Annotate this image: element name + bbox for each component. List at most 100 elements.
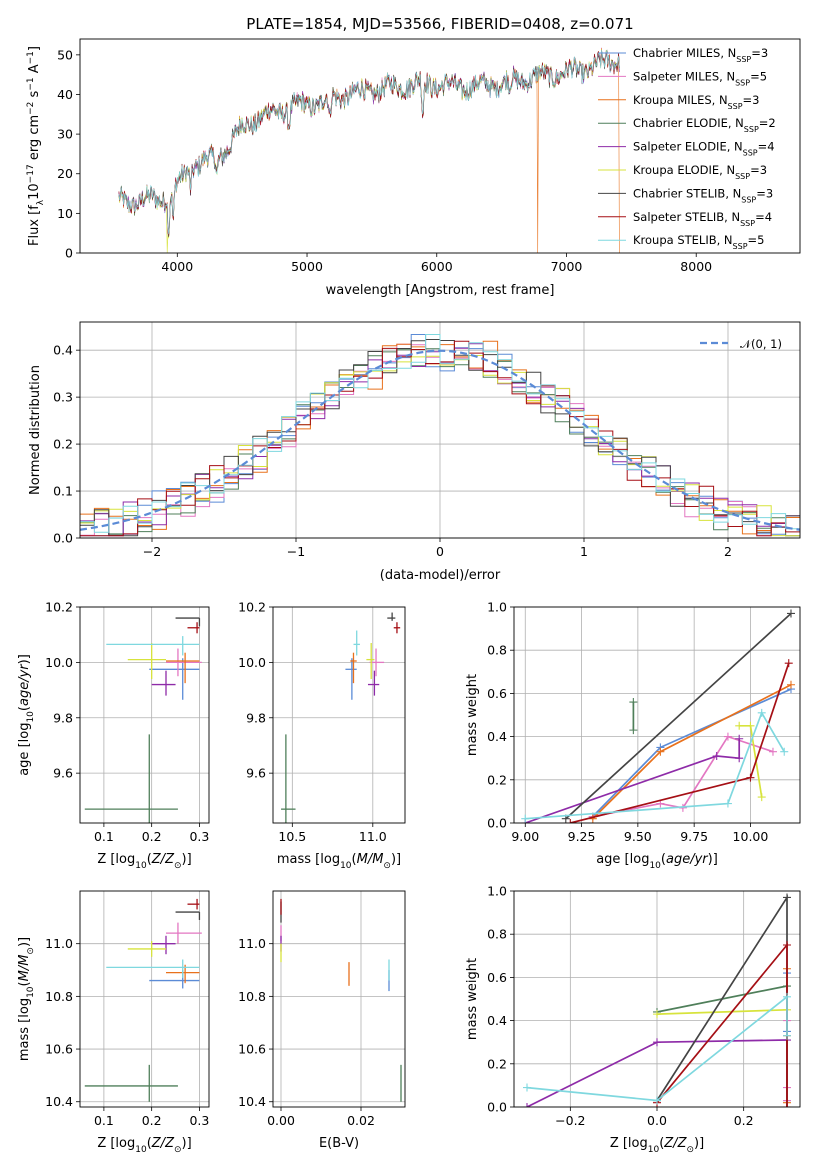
- axes-frame: [79, 890, 210, 1108]
- y-tick-label: 9.8: [53, 710, 73, 725]
- x-tick-label: 0: [436, 544, 444, 559]
- y-tick-label: 0.6: [487, 686, 507, 701]
- weight-marker-kroupa_stelib: [757, 708, 766, 717]
- x-tick-label: 0.2: [142, 1113, 162, 1128]
- x-tick-label: 0.00: [267, 1113, 295, 1128]
- spectrum-line-salpeter_elodie: [118, 50, 620, 237]
- y-tick-label: 0.0: [487, 816, 507, 831]
- errorbar-point-kroupa_miles: [166, 652, 200, 684]
- x-tick-label: 0.2: [142, 829, 162, 844]
- panel-mass_vs_ebv: 0.00 0.02 10.4 10.6 10.8 11.0 E(B-V): [238, 890, 406, 1151]
- errorbar-point-salpeter_miles: [369, 648, 385, 677]
- x-tick-label: −0.2: [555, 1113, 585, 1128]
- x-axis-label: age [log10(age/yr)]: [596, 852, 718, 871]
- errorbar-point-salpeter_stelib: [187, 898, 200, 910]
- plot-area-mass_vs_Z: [84, 898, 202, 1102]
- weight-marker-kroupa_stelib: [783, 1031, 791, 1040]
- errorbar-point-salpeter_elodie: [151, 670, 176, 696]
- errorbar-point-kroupa_miles: [350, 652, 357, 684]
- errorbar-point-kroupa_stelib: [106, 636, 200, 656]
- legend-label-gauss: 𝒩(0, 1): [740, 337, 782, 351]
- weight-marker-kroupa_stelib: [521, 814, 530, 823]
- y-tick-label: 0.4: [487, 729, 507, 744]
- spectrum-line-kroupa_miles: [118, 48, 620, 253]
- weight-line-salpeter_stelib: [656, 942, 788, 1107]
- weight-marker-salpeter_stelib: [783, 1103, 791, 1107]
- errorbar-point-kroupa_elodie: [127, 941, 166, 957]
- x-tick-label: 0.0: [647, 1113, 667, 1128]
- x-tick-label: 8000: [680, 259, 712, 274]
- x-tick-label: −2: [143, 544, 161, 559]
- plot-area-mass_vs_ebv: [280, 898, 402, 1102]
- x-axis-label: (data-model)/error: [380, 568, 501, 583]
- weight-marker-kroupa_miles: [656, 747, 665, 756]
- axes-frame: [272, 890, 406, 1108]
- axes-frame: [79, 606, 210, 824]
- x-tick-label: 9.25: [568, 829, 596, 844]
- weight-marker-kroupa_stelib: [780, 747, 789, 756]
- errorbar-point-kroupa_elodie: [127, 643, 166, 679]
- y-tick-label: 0.8: [487, 643, 507, 658]
- weight-line-kroupa_stelib: [525, 710, 785, 820]
- legend-label-salpeter_stelib: Salpeter STELIB, NSSP=4: [633, 210, 772, 228]
- weight-marker-kroupa_miles: [786, 680, 795, 689]
- panel-weight_vs_age: 9.00 9.25 9.50 9.75 10.00 0.0 0.2 0.4 0.6 0.8 1.0 a…: [465, 600, 801, 871]
- errorbar-point-chabrier_stelib: [175, 911, 201, 920]
- y-axis-label: mass weight: [465, 674, 480, 756]
- x-tick-label: 9.75: [680, 829, 708, 844]
- x-tick-label: 9.50: [624, 829, 652, 844]
- y-tick-label: 0.3: [53, 390, 73, 405]
- plot-area-age_vs_mass: [281, 612, 401, 823]
- errorbar-point-salpeter_stelib: [187, 622, 200, 634]
- x-axis-label: Z [log10(Z/Z⊙)]: [610, 1136, 704, 1155]
- y-tick-label: 9.6: [53, 766, 73, 781]
- histogram-kroupa_stelib: [80, 334, 800, 533]
- errorbar-point-kroupa_elodie: [366, 643, 375, 679]
- weight-line-chabrier_stelib: [656, 894, 788, 1107]
- y-tick-label: 1.0: [487, 600, 507, 615]
- y-tick-label: 0.1: [53, 484, 73, 499]
- y-tick-label: 0.4: [53, 343, 73, 358]
- weight-marker-kroupa_stelib: [523, 1083, 531, 1092]
- axes-frame: [272, 606, 406, 824]
- y-tick-label: 0.2: [487, 772, 507, 787]
- errorbar-point-salpeter_elodie: [151, 935, 176, 955]
- weight-marker-salpeter_elodie: [735, 734, 744, 743]
- errorbar-point-salpeter_miles: [166, 922, 202, 944]
- panel-age_vs_Z: 0.1 0.2 0.3 9.6 9.8 10.0 10.2 Z [log10(Z/Z⊙)] ag…: [17, 600, 210, 871]
- x-tick-label: 0.1: [94, 1113, 114, 1128]
- x-tick-label: 2: [724, 544, 732, 559]
- errorbar-point-salpeter_stelib: [393, 622, 401, 634]
- y-tick-label: 0.2: [53, 437, 73, 452]
- x-axis-label: E(B-V): [319, 1136, 359, 1151]
- weight-marker-salpeter_stelib: [783, 941, 791, 949]
- errorbar-point-chabrier_stelib: [387, 612, 396, 621]
- legend-label-chabrier_miles: Chabrier MILES, NSSP=3: [633, 46, 768, 64]
- weight-marker-salpeter_elodie: [523, 1103, 531, 1107]
- y-tick-label: 20: [57, 166, 73, 181]
- weight-marker-kroupa_stelib: [723, 799, 732, 808]
- y-tick-label: 10: [57, 206, 73, 221]
- errorbar-point-salpeter_miles: [166, 648, 202, 677]
- weight-marker-salpeter_stelib: [566, 819, 575, 823]
- weight-marker-salpeter_elodie: [712, 752, 721, 761]
- axes-frame: [513, 606, 801, 824]
- y-tick-label: 0.0: [487, 1100, 507, 1115]
- panel-residuals: −2 −1 0 1 2 0.0 0.1 0.2 0.3 0.4 𝒩(0, 1) (data-model…: [28, 321, 801, 583]
- weight-marker-kroupa_elodie: [735, 721, 744, 730]
- x-tick-label: 1: [580, 544, 588, 559]
- x-tick-label: −1: [287, 544, 305, 559]
- x-axis-label: wavelength [Angstrom, rest frame]: [326, 283, 555, 298]
- weight-marker-salpeter_stelib: [746, 773, 755, 782]
- weight-marker-salpeter_elodie: [653, 1038, 661, 1047]
- axes-frame: [79, 321, 801, 539]
- spectrum-line-chabrier_stelib: [118, 50, 620, 237]
- x-axis-label: Z [log10(Z/Z⊙)]: [97, 852, 191, 871]
- errorbar-point-chabrier_elodie: [84, 1064, 178, 1102]
- weight-line-kroupa_elodie: [656, 1008, 788, 1015]
- x-tick-label: 0.02: [347, 1113, 375, 1128]
- x-tick-label: 4000: [161, 259, 193, 274]
- weight-marker-salpeter_elodie: [735, 754, 744, 763]
- errorbar-point-chabrier_miles: [149, 658, 200, 700]
